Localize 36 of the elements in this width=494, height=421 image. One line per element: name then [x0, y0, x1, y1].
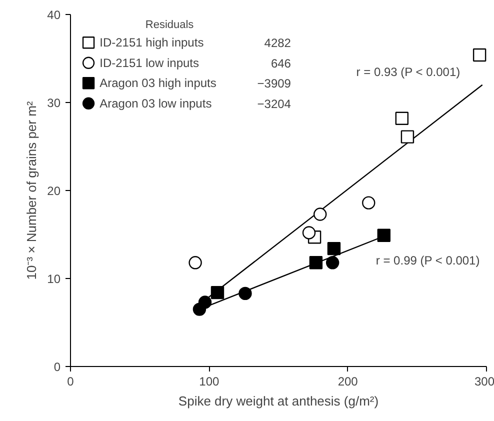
y-tick-label: 0	[54, 360, 61, 374]
point	[309, 256, 323, 270]
y-tick-label: 30	[47, 96, 61, 110]
legend-label: Aragon 03 high inputs	[100, 76, 216, 90]
point	[472, 48, 486, 62]
point	[327, 242, 341, 256]
x-tick-label: 200	[338, 374, 358, 388]
point	[326, 256, 340, 270]
point	[238, 286, 252, 300]
legend-label: Aragon 03 low inputs	[100, 96, 212, 110]
annotation: −3909	[257, 76, 292, 91]
point	[302, 226, 316, 240]
point	[395, 112, 409, 125]
annotation: 646	[270, 56, 292, 70]
y-tick-label: 20	[47, 184, 61, 198]
x-tick-label: 0	[67, 374, 74, 388]
point	[198, 296, 212, 309]
annotation: −3204	[257, 96, 292, 111]
y-tick-label: 40	[47, 8, 61, 22]
x-tick-label: 300	[474, 374, 494, 388]
legend-label: ID-2151 high inputs	[100, 36, 204, 50]
annotation: 4282	[264, 36, 292, 50]
annotation: r = 0.99 (P < 0.001)	[376, 253, 480, 268]
y-tick-label: 10	[47, 272, 61, 286]
point	[210, 286, 224, 300]
legend-label: ID-2151 low inputs	[100, 56, 200, 70]
point	[188, 256, 202, 270]
legend-title: Residuals	[145, 19, 194, 32]
point	[362, 196, 376, 210]
y-axis-title: 10⁻³ × Number of grains per m²	[24, 100, 40, 280]
x-axis-title: Spike dry weight at anthesis (g/m²)	[178, 394, 379, 408]
point	[314, 208, 327, 221]
point	[400, 130, 414, 144]
x-tick-label: 100	[199, 374, 220, 388]
point	[377, 228, 390, 242]
annotation: r = 0.93 (P < 0.001)	[356, 64, 460, 79]
